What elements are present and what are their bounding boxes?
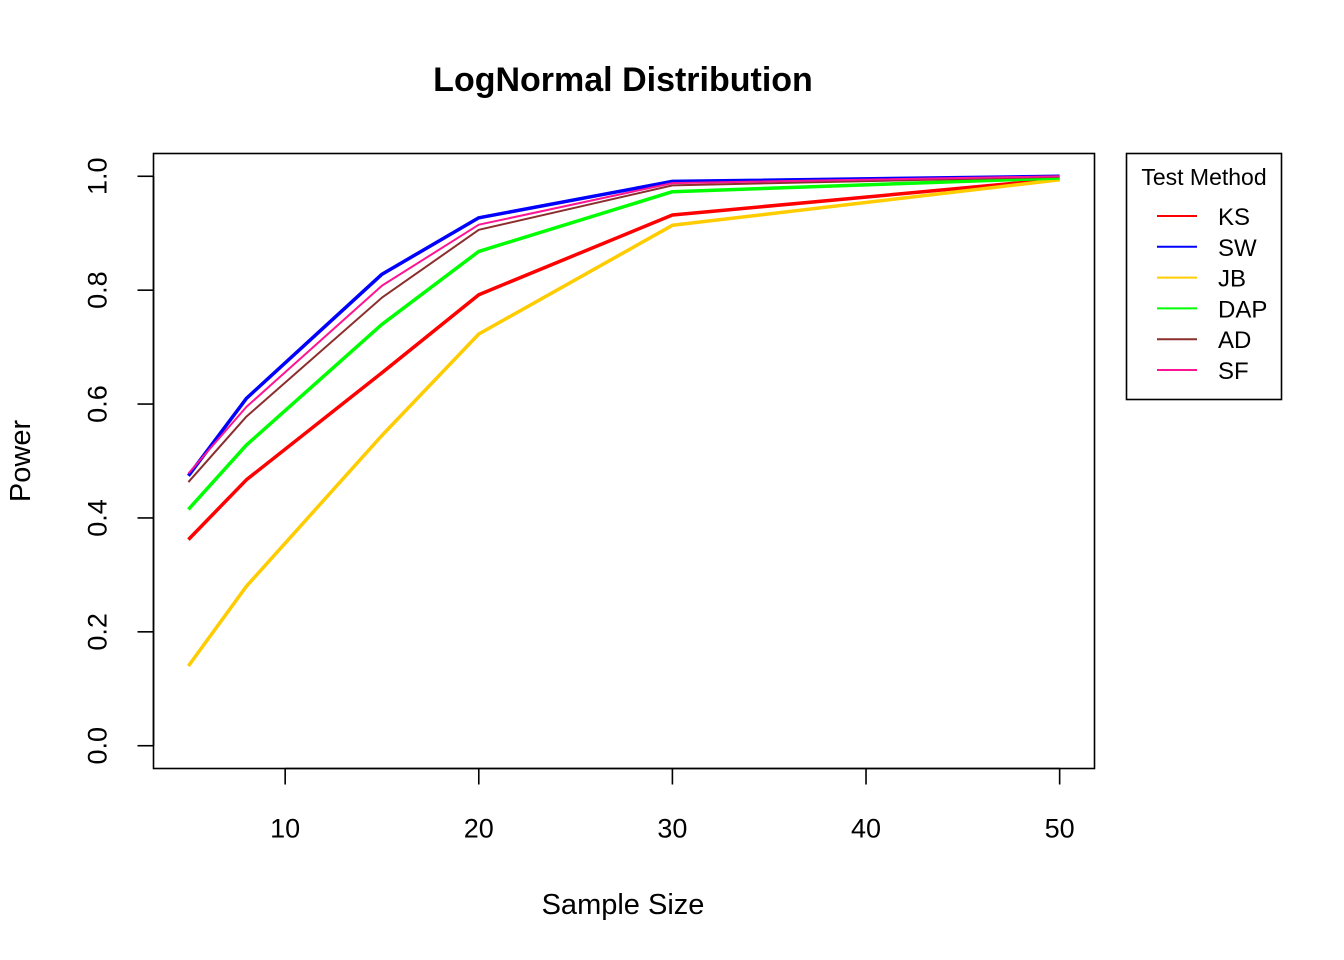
y-tick-label: 0.8 xyxy=(83,271,113,309)
legend-label-ad: AD xyxy=(1218,327,1251,354)
series-layer xyxy=(186,174,1060,668)
plot-box xyxy=(152,152,1096,770)
x-tick-label: 20 xyxy=(464,814,494,844)
x-axis: 10 20 30 40 50 xyxy=(270,767,1075,844)
legend: Test Method KS SW JB DAP AD SF xyxy=(1125,152,1283,401)
legend-box xyxy=(1125,152,1283,401)
legend-label-ks: KS xyxy=(1218,204,1250,231)
y-tick-label: 0.6 xyxy=(83,385,113,423)
x-axis-label: Sample Size xyxy=(542,889,705,921)
series-line-ks xyxy=(187,177,1060,541)
legend-label-sf: SF xyxy=(1218,358,1249,385)
x-tick-label: 10 xyxy=(270,814,300,844)
y-tick-label: 0.0 xyxy=(83,727,113,765)
x-tick-label: 30 xyxy=(657,814,687,844)
legend-title: Test Method xyxy=(1141,164,1266,190)
series-line-jb xyxy=(186,177,1060,668)
series-line-sw xyxy=(186,174,1060,477)
y-tick-label: 0.4 xyxy=(83,499,113,537)
chart-title: LogNormal Distribution xyxy=(433,61,813,99)
y-tick-label: 1.0 xyxy=(83,158,113,196)
x-tick-label: 50 xyxy=(1045,814,1075,844)
legend-label-jb: JB xyxy=(1218,266,1246,293)
y-axis: 0.0 0.2 0.4 0.6 0.8 1.0 xyxy=(83,158,155,765)
x-tick-label: 40 xyxy=(851,814,881,844)
legend-items: KS SW JB DAP AD SF xyxy=(1157,204,1267,385)
legend-label-sw: SW xyxy=(1218,235,1257,262)
series-line-dap xyxy=(187,176,1060,511)
series-line-sf xyxy=(187,175,1060,475)
legend-label-dap: DAP xyxy=(1218,296,1267,323)
series-line-ad xyxy=(187,175,1060,483)
y-tick-label: 0.2 xyxy=(83,613,113,651)
y-axis-label: Power xyxy=(5,420,37,503)
